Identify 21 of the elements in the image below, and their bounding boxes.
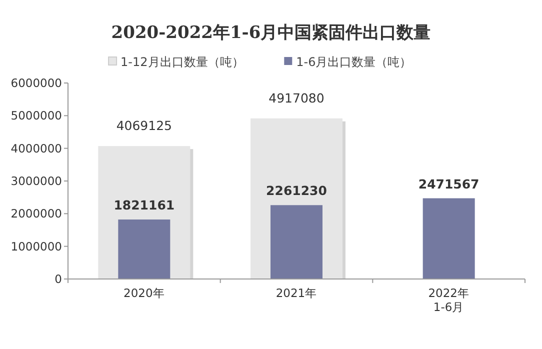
chart-title: 2020-2022年1-6月中国紧固件出口数量 (111, 23, 431, 43)
data-label: 1821161 (114, 198, 175, 213)
y-tick-label: 4000000 (10, 141, 62, 156)
bar (118, 220, 170, 279)
data-label: 4917080 (268, 90, 324, 106)
legend-label: 1-6月出口数量（吨） (296, 55, 412, 69)
y-tick-label: 1000000 (10, 239, 62, 254)
data-label: 4069125 (116, 118, 172, 134)
legend-label: 1-12月出口数量（吨） (120, 55, 244, 69)
bar (270, 205, 322, 279)
y-tick-label: 6000000 (10, 76, 62, 90)
data-label: 2471567 (418, 176, 480, 192)
x-tick-label: 2022年 1-6月 (428, 286, 470, 314)
bar (422, 198, 475, 279)
y-tick-label: 5000000 (10, 108, 62, 123)
x-tick-label: 2021年 (276, 286, 318, 300)
y-tick-label: 3000000 (10, 174, 62, 188)
y-tick-label: 0 (54, 272, 62, 286)
data-label: 2261230 (266, 183, 328, 198)
y-tick-label: 2000000 (10, 206, 62, 221)
x-tick-label: 2020年 (124, 286, 165, 300)
